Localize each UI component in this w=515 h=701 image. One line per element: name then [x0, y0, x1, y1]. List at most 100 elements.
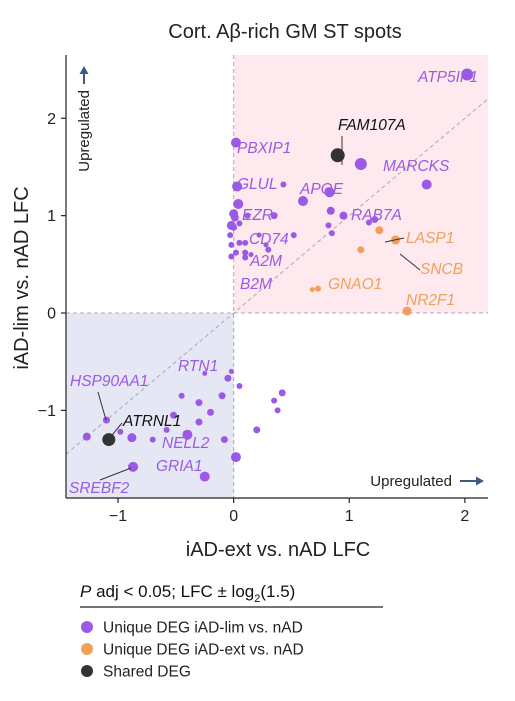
- legend-title-p: P: [80, 582, 92, 601]
- data-point: [163, 426, 170, 433]
- gene-label: SNCB: [420, 261, 463, 278]
- data-point: [170, 411, 178, 419]
- legend-title-subscript: 2: [254, 593, 260, 605]
- label-leader-line: [384, 237, 405, 243]
- gene-label: EZR: [242, 207, 273, 224]
- label-leader-line: [107, 422, 123, 441]
- data-point: [236, 220, 243, 227]
- data-point: [280, 181, 287, 188]
- data-point: [402, 306, 412, 316]
- data-point: [202, 370, 208, 376]
- data-point: [248, 252, 254, 258]
- data-point: [227, 232, 234, 239]
- data-point: [242, 249, 249, 256]
- data-point: [326, 206, 335, 215]
- data-point: [232, 249, 239, 256]
- gene-label: CD74: [249, 231, 289, 248]
- data-point: [242, 254, 249, 261]
- data-points: [82, 68, 474, 482]
- gene-label: A2M: [249, 253, 282, 270]
- data-point: [375, 226, 384, 235]
- gene-label: RTN1: [178, 358, 218, 375]
- data-point: [102, 416, 110, 424]
- data-point: [253, 426, 261, 434]
- x-tick-label: 0: [229, 508, 238, 525]
- data-point: [149, 436, 156, 443]
- data-point: [354, 158, 367, 171]
- data-point: [232, 181, 243, 192]
- gene-label: LASP1: [406, 230, 454, 247]
- gene-label: NELL2: [162, 435, 210, 452]
- legend-marker: [81, 665, 93, 677]
- data-point: [256, 232, 262, 238]
- legend: P adj < 0.05; LFC ± log2(1.5) Unique DEG…: [80, 582, 383, 681]
- y-upregulated-arrow-icon: [79, 66, 89, 84]
- data-point: [228, 253, 235, 260]
- gene-label: GRIA1: [156, 458, 203, 475]
- quadrant-backgrounds: [66, 55, 488, 498]
- quadrant-downregulated-both: [66, 313, 234, 498]
- data-point: [324, 187, 335, 198]
- data-point: [195, 418, 203, 426]
- data-point: [274, 407, 281, 414]
- data-point: [309, 287, 315, 293]
- chart-title: Cort. Aβ-rich GM ST spots: [168, 21, 401, 43]
- x-upregulated-label: Upregulated: [370, 473, 452, 490]
- data-point: [278, 389, 286, 397]
- data-point: [199, 471, 210, 482]
- gene-label: APOE: [299, 181, 344, 198]
- x-tick-label: 2: [460, 508, 469, 525]
- x-axis-label: iAD-ext vs. nAD LFC: [186, 539, 370, 561]
- gene-labels: ATP5IF1 MARCKS APOE RAB7A PBXIP1 GLUL EZR CD74 A…: [69, 69, 478, 497]
- data-point: [228, 368, 234, 374]
- legend-title-text: adj < 0.05; LFC ± log: [91, 582, 254, 601]
- data-point: [270, 212, 278, 220]
- data-point: [298, 196, 309, 207]
- data-point: [230, 223, 238, 231]
- data-point: [220, 436, 228, 444]
- reference-lines: [65, 55, 489, 498]
- y-tick-label: 0: [47, 306, 56, 323]
- legend-marker: [81, 621, 93, 633]
- quadrant-upregulated-both: [233, 55, 488, 314]
- gene-label: GLUL: [237, 176, 278, 193]
- data-point: [117, 428, 124, 435]
- label-leader-line: [99, 467, 132, 481]
- data-point: [233, 198, 244, 209]
- data-point: [82, 432, 91, 441]
- data-point: [242, 239, 249, 246]
- legend-item-label: Shared DEG: [103, 664, 191, 681]
- data-point: [230, 213, 239, 222]
- data-point: [365, 219, 372, 226]
- y-tick-label: −1: [38, 403, 56, 420]
- x-tick-label: 1: [345, 508, 354, 525]
- data-point: [224, 374, 232, 382]
- legend-title: P adj < 0.05; LFC ± log2(1.5): [80, 582, 295, 605]
- y-axis-label: iAD-lim vs. nAD LFC: [11, 186, 33, 369]
- gene-label: ATRNL1: [122, 413, 181, 430]
- legend-marker: [81, 643, 93, 655]
- data-point: [207, 408, 215, 416]
- y-tick-label: 1: [47, 208, 56, 225]
- data-point: [371, 216, 379, 224]
- gene-label: GNAO1: [328, 276, 382, 293]
- data-point: [236, 239, 243, 246]
- data-point: [290, 232, 297, 239]
- data-point: [339, 211, 348, 220]
- data-point: [315, 285, 322, 292]
- legend-title-tail: (1.5): [260, 582, 295, 601]
- gene-label: SREBF2: [69, 480, 130, 497]
- data-point: [228, 241, 235, 248]
- gene-label: HSP90AA1: [70, 373, 148, 390]
- label-leader-line: [399, 253, 421, 271]
- data-point: [182, 429, 193, 440]
- y-tick-label: 2: [47, 111, 56, 128]
- data-point: [244, 212, 251, 219]
- data-point: [265, 246, 272, 253]
- data-point: [263, 242, 269, 248]
- data-point: [461, 68, 474, 81]
- gene-label: PBXIP1: [237, 140, 291, 157]
- gene-label: FAM107A: [338, 117, 406, 134]
- data-point: [230, 137, 241, 148]
